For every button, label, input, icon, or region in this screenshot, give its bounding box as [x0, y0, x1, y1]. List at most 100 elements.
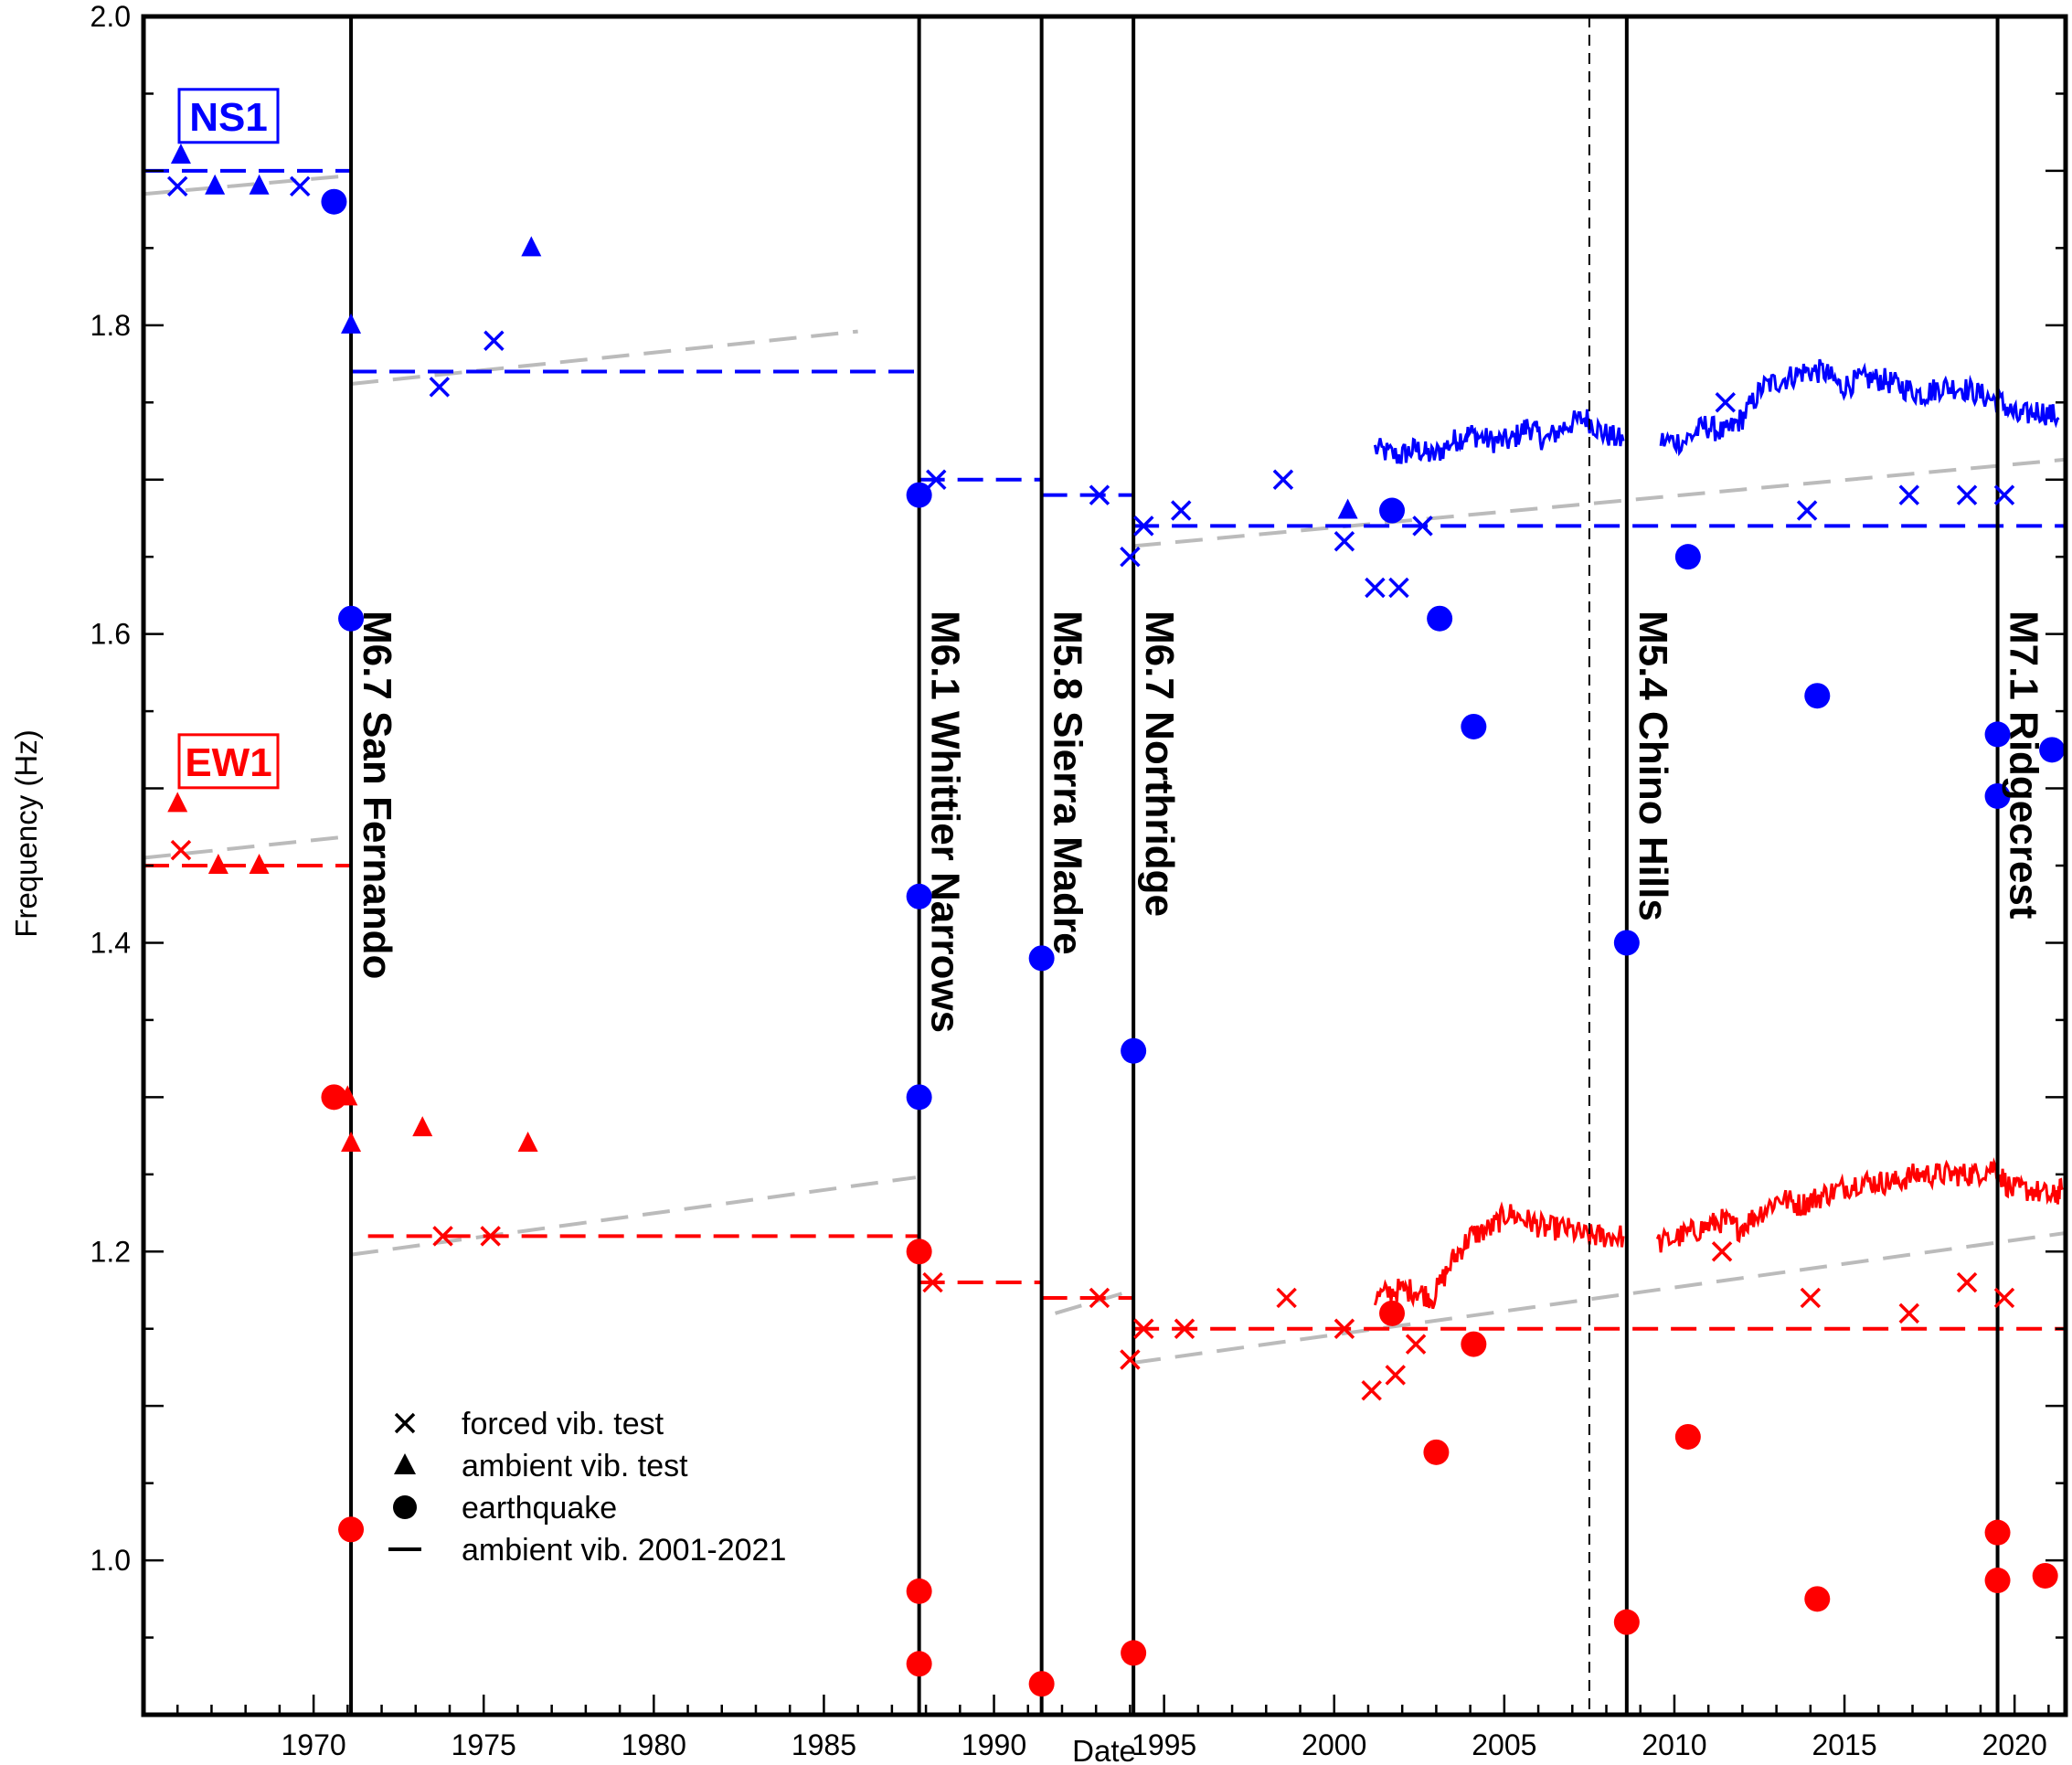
legend: forced vib. test ambient vib. test earthqu… [388, 1407, 786, 1568]
ns1-earthquake-point [1804, 683, 1831, 709]
ew1-earthquake-point [906, 1578, 932, 1604]
ns1-earthquake-point [1674, 544, 1701, 570]
legend-label: ambient vib. test [462, 1449, 688, 1483]
ns1-forced-test-point [289, 175, 311, 197]
ew1-ambient-vib-trace [1373, 1201, 1625, 1310]
ew1-forced-test-point [1174, 1318, 1195, 1339]
ns1-forced-test-point [1898, 484, 1920, 505]
x-tick-label: 2020 [1982, 1728, 2047, 1761]
ns1-forced-test-point [1133, 516, 1154, 537]
ns1-ambient-test-point [521, 236, 542, 257]
x-tick-label: 1995 [1132, 1728, 1196, 1761]
ew1-trend-line [350, 1175, 917, 1257]
ns1-trend-line [350, 329, 858, 386]
ns1-trend-line [143, 173, 352, 197]
ns1-ambient-vib-trace [1659, 358, 2060, 457]
earthquake-labels: M6.7 San Fernando M6.1 Whittier Narrows M5… [355, 611, 2046, 1033]
ns1-ambient-test-point [170, 144, 191, 165]
x-tick-label: 2010 [1642, 1728, 1706, 1761]
earthquake-label: M5.8 Sierra Madre [1046, 611, 1090, 955]
y-tick-label: 1.2 [90, 1235, 131, 1268]
data-markers [166, 144, 2066, 1697]
earthquake-label: M7.1 Ridgecrest [2002, 611, 2046, 920]
ns1-earthquake-point [1461, 713, 1487, 739]
ns1-forced-test-point [1171, 500, 1192, 521]
ew1-ambient-test-point [167, 792, 188, 813]
ew1-forced-test-point [1956, 1271, 1978, 1293]
ns1-earthquake-point [321, 188, 347, 215]
ew1-earthquake-point [1613, 1609, 1640, 1635]
legend-circle-marker [393, 1495, 417, 1519]
ew1-ambient-test-point [207, 854, 228, 874]
y-tick-label: 1.6 [90, 618, 131, 651]
y-tick-label: 1.0 [90, 1544, 131, 1577]
ew1-earthquake-point [906, 1651, 932, 1677]
ns1-forced-test-point [1796, 500, 1818, 521]
ns1-forced-test-point [166, 175, 188, 197]
x-tick-label: 1975 [452, 1728, 516, 1761]
ew1-forced-test-point [1120, 1349, 1141, 1370]
ew1-earthquake-point [1423, 1439, 1450, 1465]
ns1-earthquake-point [1984, 782, 2011, 809]
y-tick-label: 1.4 [90, 926, 131, 959]
ns1-earthquake-point [1028, 945, 1055, 972]
ew1-forced-test-point [1334, 1318, 1355, 1339]
ew1-earthquake-point [1028, 1671, 1055, 1697]
ambient-vib-2001-2021-lines [1373, 358, 2064, 1310]
ew1-forced-test-point [480, 1226, 501, 1247]
ew1-trend-line [143, 834, 352, 860]
earthquake-label: M6.1 Whittier Narrows [923, 611, 968, 1033]
component-label: NS1 [189, 95, 268, 140]
legend-triangle-marker [394, 1453, 416, 1474]
x-axis-label: Date [1072, 1734, 1136, 1765]
ew1-forced-test-point [1405, 1334, 1427, 1355]
ns1-earthquake-point [906, 1084, 932, 1111]
ew1-forced-test-point [1711, 1241, 1733, 1262]
ns1-earthquake-point [338, 605, 365, 632]
ew1-trend-line [1054, 1288, 1134, 1315]
ns1-forced-test-point [1089, 484, 1110, 505]
legend-label: ambient vib. 2001-2021 [462, 1533, 786, 1568]
x-tick-label: 2000 [1302, 1728, 1366, 1761]
ew1-ambient-test-point [337, 1085, 358, 1106]
ns1-ambient-vib-trace [1373, 409, 1625, 464]
x-tick-label: 1970 [282, 1728, 346, 1761]
ew1-forced-test-point [922, 1271, 943, 1293]
ns1-forced-test-point [926, 469, 947, 490]
ew1-forced-test-point [1898, 1302, 1920, 1324]
ns1-forced-test-point [1715, 392, 1737, 413]
step-levels [143, 168, 2066, 1331]
ew1-forced-test-point [1276, 1287, 1297, 1309]
ew1-forced-test-point [1133, 1318, 1154, 1339]
ew1-ambient-test-point [341, 1132, 362, 1153]
earthquake-label: M5.4 Chino Hills [1631, 611, 1675, 921]
earthquake-label: M6.7 San Fernando [355, 611, 399, 979]
ew1-forced-test-point [1993, 1287, 2015, 1309]
ew1-forced-test-point [1385, 1365, 1406, 1386]
legend-label: forced vib. test [462, 1407, 664, 1441]
ew1-forced-test-point [1361, 1380, 1382, 1401]
ns1-trend-line [1132, 457, 2066, 548]
ew1-ambient-test-point [517, 1132, 538, 1153]
x-tick-label: 1990 [962, 1728, 1026, 1761]
y-tick-label: 2.0 [90, 0, 131, 33]
component-label-box [177, 88, 280, 144]
ns1-earthquake-point [906, 883, 932, 909]
ew1-earthquake-point [906, 1239, 932, 1265]
ns1-ambient-test-point [249, 174, 270, 195]
ns1-forced-test-point [1365, 577, 1386, 599]
ns1-earthquake-point [1121, 1037, 1147, 1064]
trend-lines [143, 173, 2066, 1365]
ew1-earthquake-point [1674, 1423, 1701, 1450]
ns1-forced-test-point [1993, 484, 2015, 505]
component-labels: NS1 EW1 [177, 88, 280, 790]
ew1-forced-test-point [170, 839, 192, 861]
ew1-earthquake-point [1984, 1568, 2011, 1594]
ns1-forced-test-point [1956, 484, 1978, 505]
ns1-forced-test-point [1334, 531, 1355, 552]
ew1-earthquake-point [1461, 1331, 1487, 1357]
axes [141, 14, 2068, 1717]
ns1-earthquake-point [1613, 930, 1640, 956]
ew1-ambient-test-point [412, 1116, 433, 1137]
